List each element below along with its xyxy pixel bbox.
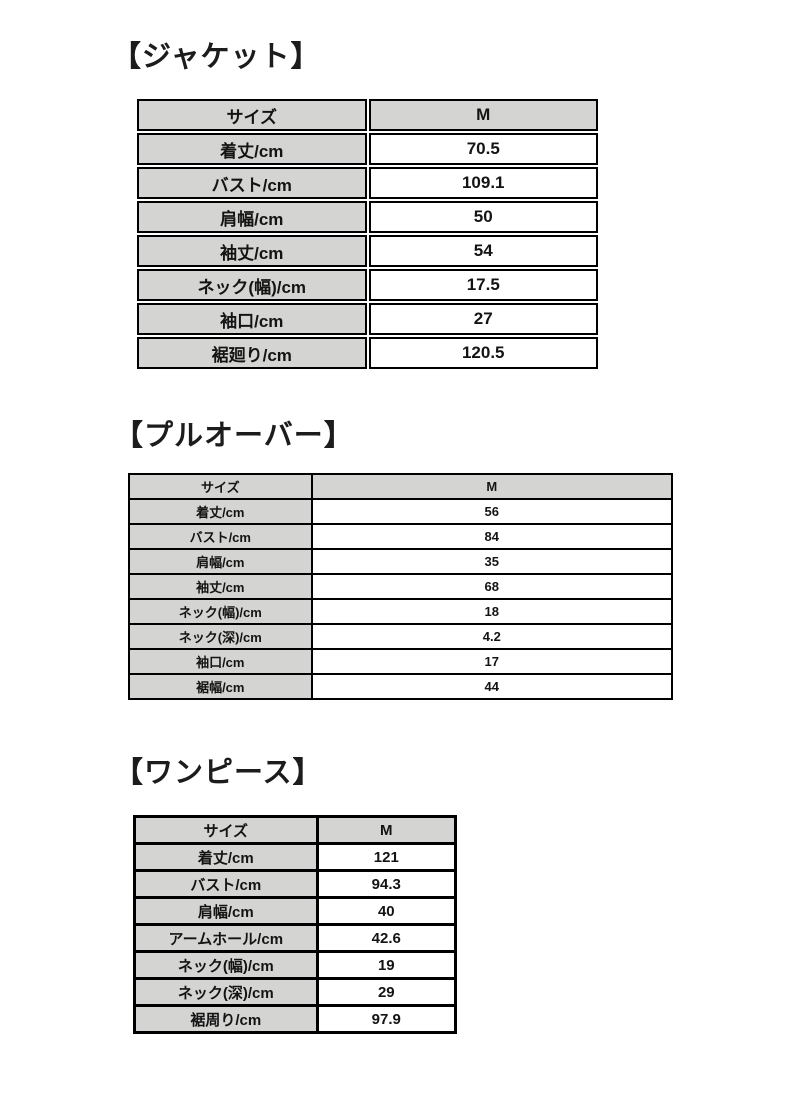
measurement-row: ネック(深)/cm 29 [133, 977, 458, 1007]
measurement-row: 裾幅/cm 44 [128, 673, 674, 700]
measurement-label: 裾廻り/cm [137, 337, 367, 369]
measurement-label: バスト/cm [128, 523, 313, 550]
measurement-value: 19 [315, 950, 458, 980]
measurement-label: ネック(深)/cm [128, 623, 313, 650]
size-value-header: M [310, 473, 674, 500]
size-column-header: サイズ [137, 99, 367, 131]
size-value-header: M [368, 99, 598, 131]
measurement-value: 44 [310, 673, 674, 700]
measurement-label: アームホール/cm [133, 923, 319, 953]
measurement-row: バスト/cm 84 [128, 523, 674, 550]
measurement-value: 42.6 [315, 923, 458, 953]
measurement-value: 50 [368, 201, 598, 233]
size-table-onepiece: サイズ M 着丈/cm 121 バスト/cm 94.3 肩幅/cm 40 アームホール/cm 42… [133, 815, 458, 1034]
measurement-label: 袖口/cm [128, 648, 313, 675]
size-table-jacket: サイズ M 着丈/cm 70.5 バスト/cm 109.1 肩幅/cm 50 袖丈/cm 54 ネッ… [135, 97, 600, 371]
measurement-label: ネック(幅)/cm [133, 950, 319, 980]
measurement-label: バスト/cm [137, 167, 367, 199]
measurement-value: 18 [310, 598, 674, 625]
measurement-value: 109.1 [368, 167, 598, 199]
measurement-row: 肩幅/cm 40 [133, 896, 458, 926]
measurement-label: ネック(幅)/cm [137, 269, 367, 301]
measurement-label: 裾周り/cm [133, 1004, 319, 1034]
measurement-row: 裾廻り/cm 120.5 [137, 337, 598, 369]
measurement-row: ネック(幅)/cm 18 [128, 598, 674, 625]
measurement-value: 70.5 [368, 133, 598, 165]
measurement-label: 肩幅/cm [128, 548, 313, 575]
measurement-value: 121 [315, 842, 458, 872]
measurement-value: 35 [310, 548, 674, 575]
size-value-header: M [315, 815, 458, 845]
measurement-label: 着丈/cm [128, 498, 313, 525]
measurement-label: 袖丈/cm [128, 573, 313, 600]
measurement-row: 袖丈/cm 54 [137, 235, 598, 267]
measurement-label: 着丈/cm [137, 133, 367, 165]
measurement-row: アームホール/cm 42.6 [133, 923, 458, 953]
measurement-row: 肩幅/cm 35 [128, 548, 674, 575]
size-table-header-row: サイズ M [137, 99, 598, 131]
size-table-header-row: サイズ M [128, 473, 674, 500]
measurement-value: 29 [315, 977, 458, 1007]
measurement-row: 袖口/cm 27 [137, 303, 598, 335]
measurement-row: 着丈/cm 56 [128, 498, 674, 525]
section-title-onepiece: 【ワンピース】 [114, 757, 323, 789]
measurement-label: ネック(深)/cm [133, 977, 319, 1007]
size-table-header-row: サイズ M [133, 815, 458, 845]
measurement-value: 97.9 [315, 1004, 458, 1034]
size-column-header: サイズ [128, 473, 313, 500]
measurement-value: 94.3 [315, 869, 458, 899]
measurement-value: 27 [368, 303, 598, 335]
measurement-row: ネック(幅)/cm 19 [133, 950, 458, 980]
measurement-row: 肩幅/cm 50 [137, 201, 598, 233]
section-title-pullover: 【プルオーバー】 [114, 420, 354, 452]
measurement-row: バスト/cm 94.3 [133, 869, 458, 899]
measurement-label: 裾幅/cm [128, 673, 313, 700]
measurement-value: 17.5 [368, 269, 598, 301]
measurement-value: 56 [310, 498, 674, 525]
measurement-row: 着丈/cm 70.5 [137, 133, 598, 165]
measurement-row: 裾周り/cm 97.9 [133, 1004, 458, 1034]
measurement-label: 袖口/cm [137, 303, 367, 335]
measurement-value: 84 [310, 523, 674, 550]
measurement-value: 4.2 [310, 623, 674, 650]
measurement-label: バスト/cm [133, 869, 319, 899]
measurement-label: 肩幅/cm [133, 896, 319, 926]
measurement-value: 54 [368, 235, 598, 267]
measurement-row: 着丈/cm 121 [133, 842, 458, 872]
measurement-row: バスト/cm 109.1 [137, 167, 598, 199]
measurement-row: ネック(幅)/cm 17.5 [137, 269, 598, 301]
size-column-header: サイズ [133, 815, 319, 845]
measurement-row: 袖口/cm 17 [128, 648, 674, 675]
measurement-label: ネック(幅)/cm [128, 598, 313, 625]
measurement-label: 袖丈/cm [137, 235, 367, 267]
measurement-row: ネック(深)/cm 4.2 [128, 623, 674, 650]
measurement-value: 17 [310, 648, 674, 675]
measurement-label: 着丈/cm [133, 842, 319, 872]
measurement-value: 40 [315, 896, 458, 926]
size-table-pullover: サイズ M 着丈/cm 56 バスト/cm 84 肩幅/cm 35 袖丈/cm 68 ネック(幅)/… [128, 473, 674, 700]
measurement-value: 120.5 [368, 337, 598, 369]
measurement-row: 袖丈/cm 68 [128, 573, 674, 600]
measurement-label: 肩幅/cm [137, 201, 367, 233]
section-title-jacket: 【ジャケット】 [112, 41, 321, 73]
measurement-value: 68 [310, 573, 674, 600]
